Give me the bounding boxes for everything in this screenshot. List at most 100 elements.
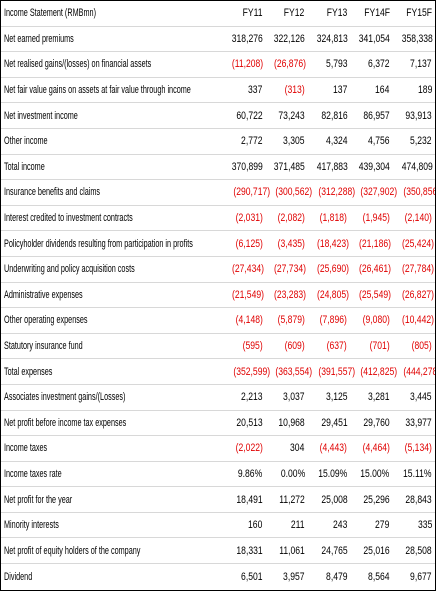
value-cell: 9.86% bbox=[223, 468, 265, 480]
value-cell: 417,883 bbox=[308, 161, 350, 173]
value-text: 9,677 bbox=[410, 570, 432, 583]
value-cell: 137 bbox=[308, 84, 350, 96]
value-text: 18,331 bbox=[236, 544, 263, 557]
value-text: (9,080) bbox=[362, 314, 390, 327]
label-text: Net earned premiums bbox=[4, 32, 74, 45]
row-label: Insurance benefits and claims bbox=[1, 186, 223, 198]
row-label: Other income bbox=[1, 135, 223, 147]
row-label: Net profit for the year bbox=[1, 494, 223, 506]
value-text: (290,717) bbox=[233, 186, 271, 199]
label-text: Dividend bbox=[4, 570, 33, 583]
value-text: 322,126 bbox=[274, 32, 306, 45]
value-text: 8,564 bbox=[368, 570, 390, 583]
value-text: FY13 bbox=[326, 7, 348, 20]
value-text: 15.09% bbox=[318, 467, 348, 480]
value-cell: 3,281 bbox=[350, 391, 392, 403]
value-cell: 318,276 bbox=[223, 33, 265, 45]
value-text: 9.86% bbox=[238, 467, 263, 480]
value-cell: 160 bbox=[223, 519, 265, 531]
value-cell: (23,283) bbox=[265, 289, 307, 301]
value-text: 3,037 bbox=[283, 391, 305, 404]
value-text: 439,304 bbox=[358, 160, 390, 173]
value-cell: 2,213 bbox=[223, 391, 265, 403]
value-text: (10,442) bbox=[401, 314, 434, 327]
value-cell: (352,599) bbox=[223, 366, 270, 378]
value-cell: (300,562) bbox=[265, 186, 313, 198]
value-text: (11,208) bbox=[231, 58, 264, 71]
value-text: 18,491 bbox=[236, 493, 263, 506]
value-text: FY15F bbox=[406, 7, 432, 20]
value-text: 243 bbox=[332, 519, 348, 532]
value-text: (26,827) bbox=[401, 288, 434, 301]
value-text: 8,479 bbox=[325, 570, 348, 583]
value-text: 5,232 bbox=[410, 135, 432, 148]
value-text: (27,434) bbox=[232, 263, 264, 276]
value-text: 3,445 bbox=[410, 391, 432, 404]
value-cell: FY13 bbox=[308, 7, 350, 19]
value-text: 25,008 bbox=[320, 493, 348, 506]
value-cell: (4,464) bbox=[350, 442, 392, 454]
value-text: 86,957 bbox=[363, 109, 390, 122]
value-text: 6,501 bbox=[240, 570, 263, 583]
value-cell: 25,296 bbox=[350, 494, 392, 506]
value-cell: 370,899 bbox=[223, 161, 265, 173]
label-text: Other operating expenses bbox=[4, 314, 88, 327]
label-text: Total expenses bbox=[4, 365, 53, 378]
value-cell: (27,784) bbox=[393, 263, 435, 275]
label-text: Net investment income bbox=[4, 109, 78, 122]
value-cell: 3,037 bbox=[265, 391, 307, 403]
value-cell: 11,272 bbox=[265, 494, 307, 506]
value-cell: 28,508 bbox=[393, 545, 435, 557]
table-row: Other income 2,772 3,305 4,324 4,756 5,232 bbox=[1, 129, 435, 155]
value-text: (3,435) bbox=[277, 237, 305, 250]
value-cell: (5,134) bbox=[393, 442, 435, 454]
value-text: (6,125) bbox=[235, 237, 263, 250]
value-cell: 8,479 bbox=[308, 571, 350, 583]
value-text: (2,140) bbox=[404, 212, 432, 225]
value-text: (27,784) bbox=[401, 263, 434, 276]
value-text: 25,016 bbox=[363, 544, 390, 557]
value-text: (327,902) bbox=[360, 186, 398, 199]
value-cell: 371,485 bbox=[265, 161, 307, 173]
value-cell: (290,717) bbox=[223, 186, 270, 198]
value-text: 7,137 bbox=[410, 58, 432, 71]
value-cell: 243 bbox=[308, 519, 350, 531]
row-label: Income taxes bbox=[1, 442, 223, 454]
label-text: Total income bbox=[4, 160, 45, 173]
value-cell: FY12 bbox=[265, 7, 307, 19]
table-row: Net profit for the year 18,491 11,272 25,00… bbox=[1, 487, 435, 513]
value-text: (4,464) bbox=[362, 442, 390, 455]
value-text: 24,765 bbox=[320, 544, 348, 557]
value-text: 15.11% bbox=[403, 467, 432, 480]
row-label: Policyholder dividends resulting from pa… bbox=[1, 238, 223, 250]
row-label: Income taxes rate bbox=[1, 468, 223, 480]
value-cell: (609) bbox=[265, 340, 307, 352]
value-cell: 73,243 bbox=[265, 110, 307, 122]
row-label: Net fair value gains on assets at fair v… bbox=[1, 84, 223, 96]
value-text: (312,288) bbox=[318, 186, 355, 199]
value-text: 341,054 bbox=[358, 32, 390, 45]
value-cell: 15.00% bbox=[350, 468, 392, 480]
label-text: Insurance benefits and claims bbox=[4, 186, 101, 199]
table-row: Net profit before income tax expenses 20,… bbox=[1, 411, 435, 437]
value-text: (18,423) bbox=[316, 237, 349, 250]
row-label: Interest credited to investment contract… bbox=[1, 212, 223, 224]
value-cell: (6,125) bbox=[223, 238, 265, 250]
value-text: (363,554) bbox=[275, 365, 313, 378]
header-row: Income Statement (RMBmn) FY11 FY12 FY13 FY14… bbox=[1, 1, 435, 27]
value-cell: 25,008 bbox=[308, 494, 350, 506]
value-cell: 11,061 bbox=[265, 545, 307, 557]
table-row: Statutory insurance fund (595) (609) (637) (… bbox=[1, 334, 435, 360]
value-cell: 3,957 bbox=[265, 571, 307, 583]
table-row: Net fair value gains on assets at fair v… bbox=[1, 78, 435, 104]
value-cell: (26,876) bbox=[265, 58, 307, 70]
value-text: (21,186) bbox=[359, 237, 392, 250]
value-cell: 29,451 bbox=[308, 417, 350, 429]
value-cell: (4,148) bbox=[223, 314, 265, 326]
value-cell: 439,304 bbox=[350, 161, 392, 173]
value-text: (2,082) bbox=[277, 212, 305, 225]
table-row: Net earned premiums 318,276 322,126 324,813… bbox=[1, 27, 435, 53]
value-cell: (327,902) bbox=[350, 186, 398, 198]
value-cell: 20,513 bbox=[223, 417, 265, 429]
